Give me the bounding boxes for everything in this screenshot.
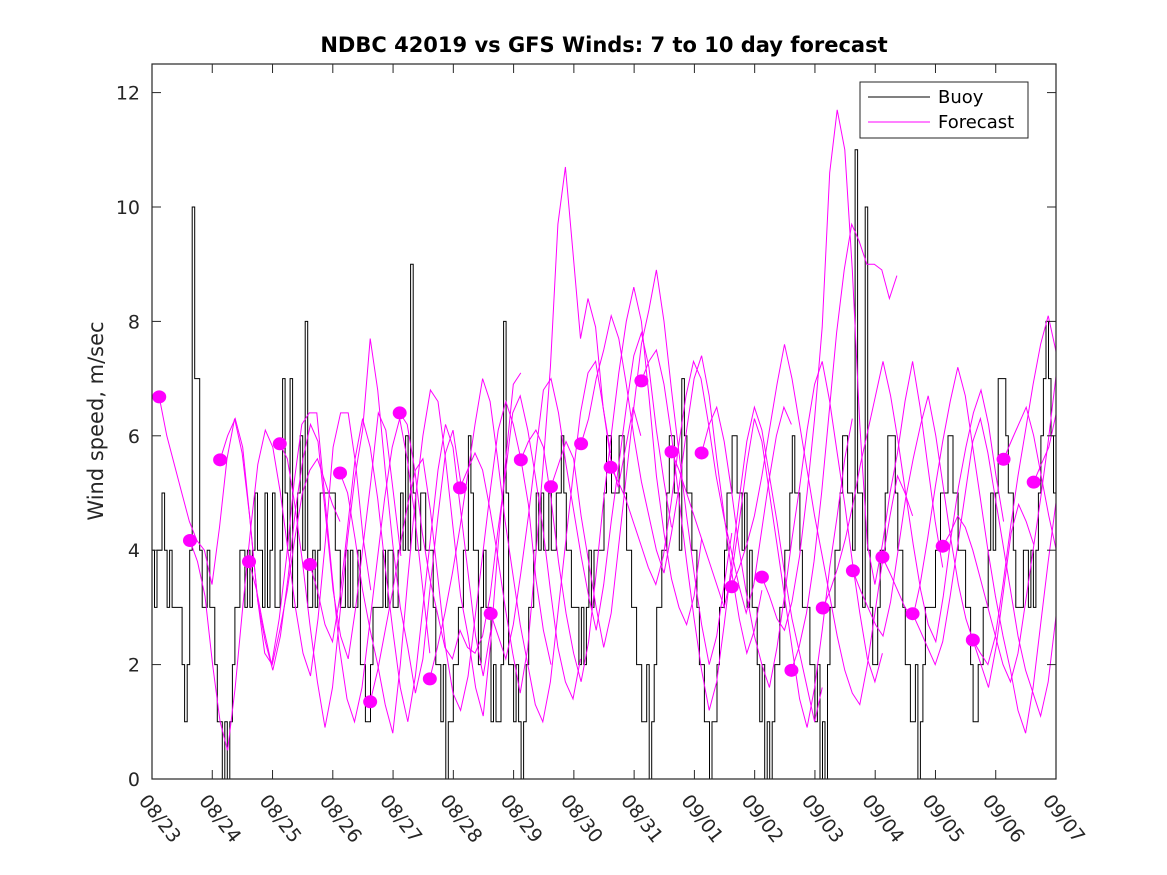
y-axis-label: Wind speed, m/sec xyxy=(84,321,108,520)
forecast-line-1 xyxy=(189,412,372,751)
forecast-line-27 xyxy=(972,315,1056,666)
forecast-marker xyxy=(1026,475,1041,489)
forecast-line-25 xyxy=(912,416,1056,718)
forecast-marker xyxy=(935,539,950,553)
forecast-line-17 xyxy=(671,418,853,728)
forecast-marker xyxy=(483,607,498,621)
forecast-line-8 xyxy=(399,394,581,701)
forecast-line-26 xyxy=(942,371,1056,684)
legend-label-forecast: Forecast xyxy=(938,112,1014,133)
forecast-line-22 xyxy=(822,361,1005,644)
forecast-marker xyxy=(754,570,769,584)
forecast-line-12 xyxy=(520,286,703,682)
forecast-line-28 xyxy=(1003,405,1056,552)
forecast-marker xyxy=(965,633,980,647)
forecast-marker xyxy=(152,390,167,404)
forecast-line-6 xyxy=(339,372,522,734)
legend: Buoy Forecast xyxy=(859,81,1029,139)
legend-box xyxy=(859,81,1029,139)
forecast-marker xyxy=(996,452,1011,466)
forecast-line-23 xyxy=(852,395,1035,688)
forecast-marker xyxy=(574,437,589,451)
forecast-marker xyxy=(182,533,197,547)
forecast-line-16 xyxy=(640,348,823,722)
forecast-marker xyxy=(392,406,407,420)
forecast-marker xyxy=(422,672,437,686)
forecast-marker xyxy=(845,564,860,578)
buoy-series xyxy=(152,149,1056,779)
forecast-marker xyxy=(815,601,830,615)
forecast-line-29 xyxy=(1033,412,1056,483)
y-tick-label: 8 xyxy=(128,311,140,333)
plot-frame xyxy=(151,63,1057,780)
y-tick-label: 4 xyxy=(128,540,140,562)
forecast-marker xyxy=(452,481,467,495)
forecast-marker xyxy=(302,558,317,571)
forecast-markers xyxy=(152,374,1041,709)
y-tick-label: 10 xyxy=(116,197,140,219)
y-tick-label: 2 xyxy=(128,655,140,677)
forecast-marker xyxy=(543,480,558,494)
forecast-line-15 xyxy=(610,359,792,616)
forecast-marker xyxy=(513,453,528,467)
forecast-marker xyxy=(784,663,799,677)
forecast-marker xyxy=(694,446,709,460)
forecast-line-11 xyxy=(490,330,672,661)
forecast-marker xyxy=(664,445,679,459)
buoy-line xyxy=(152,149,1056,779)
forecast-line-9 xyxy=(429,360,612,724)
forecast-line-4 xyxy=(279,338,462,728)
forecast-marker xyxy=(242,555,257,569)
forecast-marker xyxy=(724,580,739,594)
forecast-marker xyxy=(333,466,348,480)
forecast-marker xyxy=(363,695,378,709)
y-tick-label: 6 xyxy=(128,426,140,448)
y-axis: 0 2 4 6 8 10 12 xyxy=(116,83,1056,791)
forecast-line-21 xyxy=(790,222,898,671)
forecast-marker xyxy=(875,550,890,564)
forecast-marker xyxy=(272,437,287,451)
forecast-series xyxy=(158,109,1056,751)
forecast-line-10 xyxy=(459,166,642,694)
forecast-marker xyxy=(213,453,228,467)
forecast-line-2 xyxy=(219,410,402,671)
chart-title: NDBC 42019 vs GFS Winds: 7 to 10 day for… xyxy=(320,33,887,57)
forecast-line-20 xyxy=(761,109,944,632)
forecast-marker xyxy=(905,607,920,621)
forecast-marker xyxy=(603,460,618,474)
legend-label-buoy: Buoy xyxy=(938,87,984,108)
y-tick-label: 0 xyxy=(128,769,140,791)
y-tick-label: 12 xyxy=(116,83,140,105)
forecast-line-5 xyxy=(309,418,492,722)
forecast-line-18 xyxy=(701,361,883,688)
forecast-marker xyxy=(634,374,649,388)
forecast-line-13 xyxy=(550,269,733,665)
